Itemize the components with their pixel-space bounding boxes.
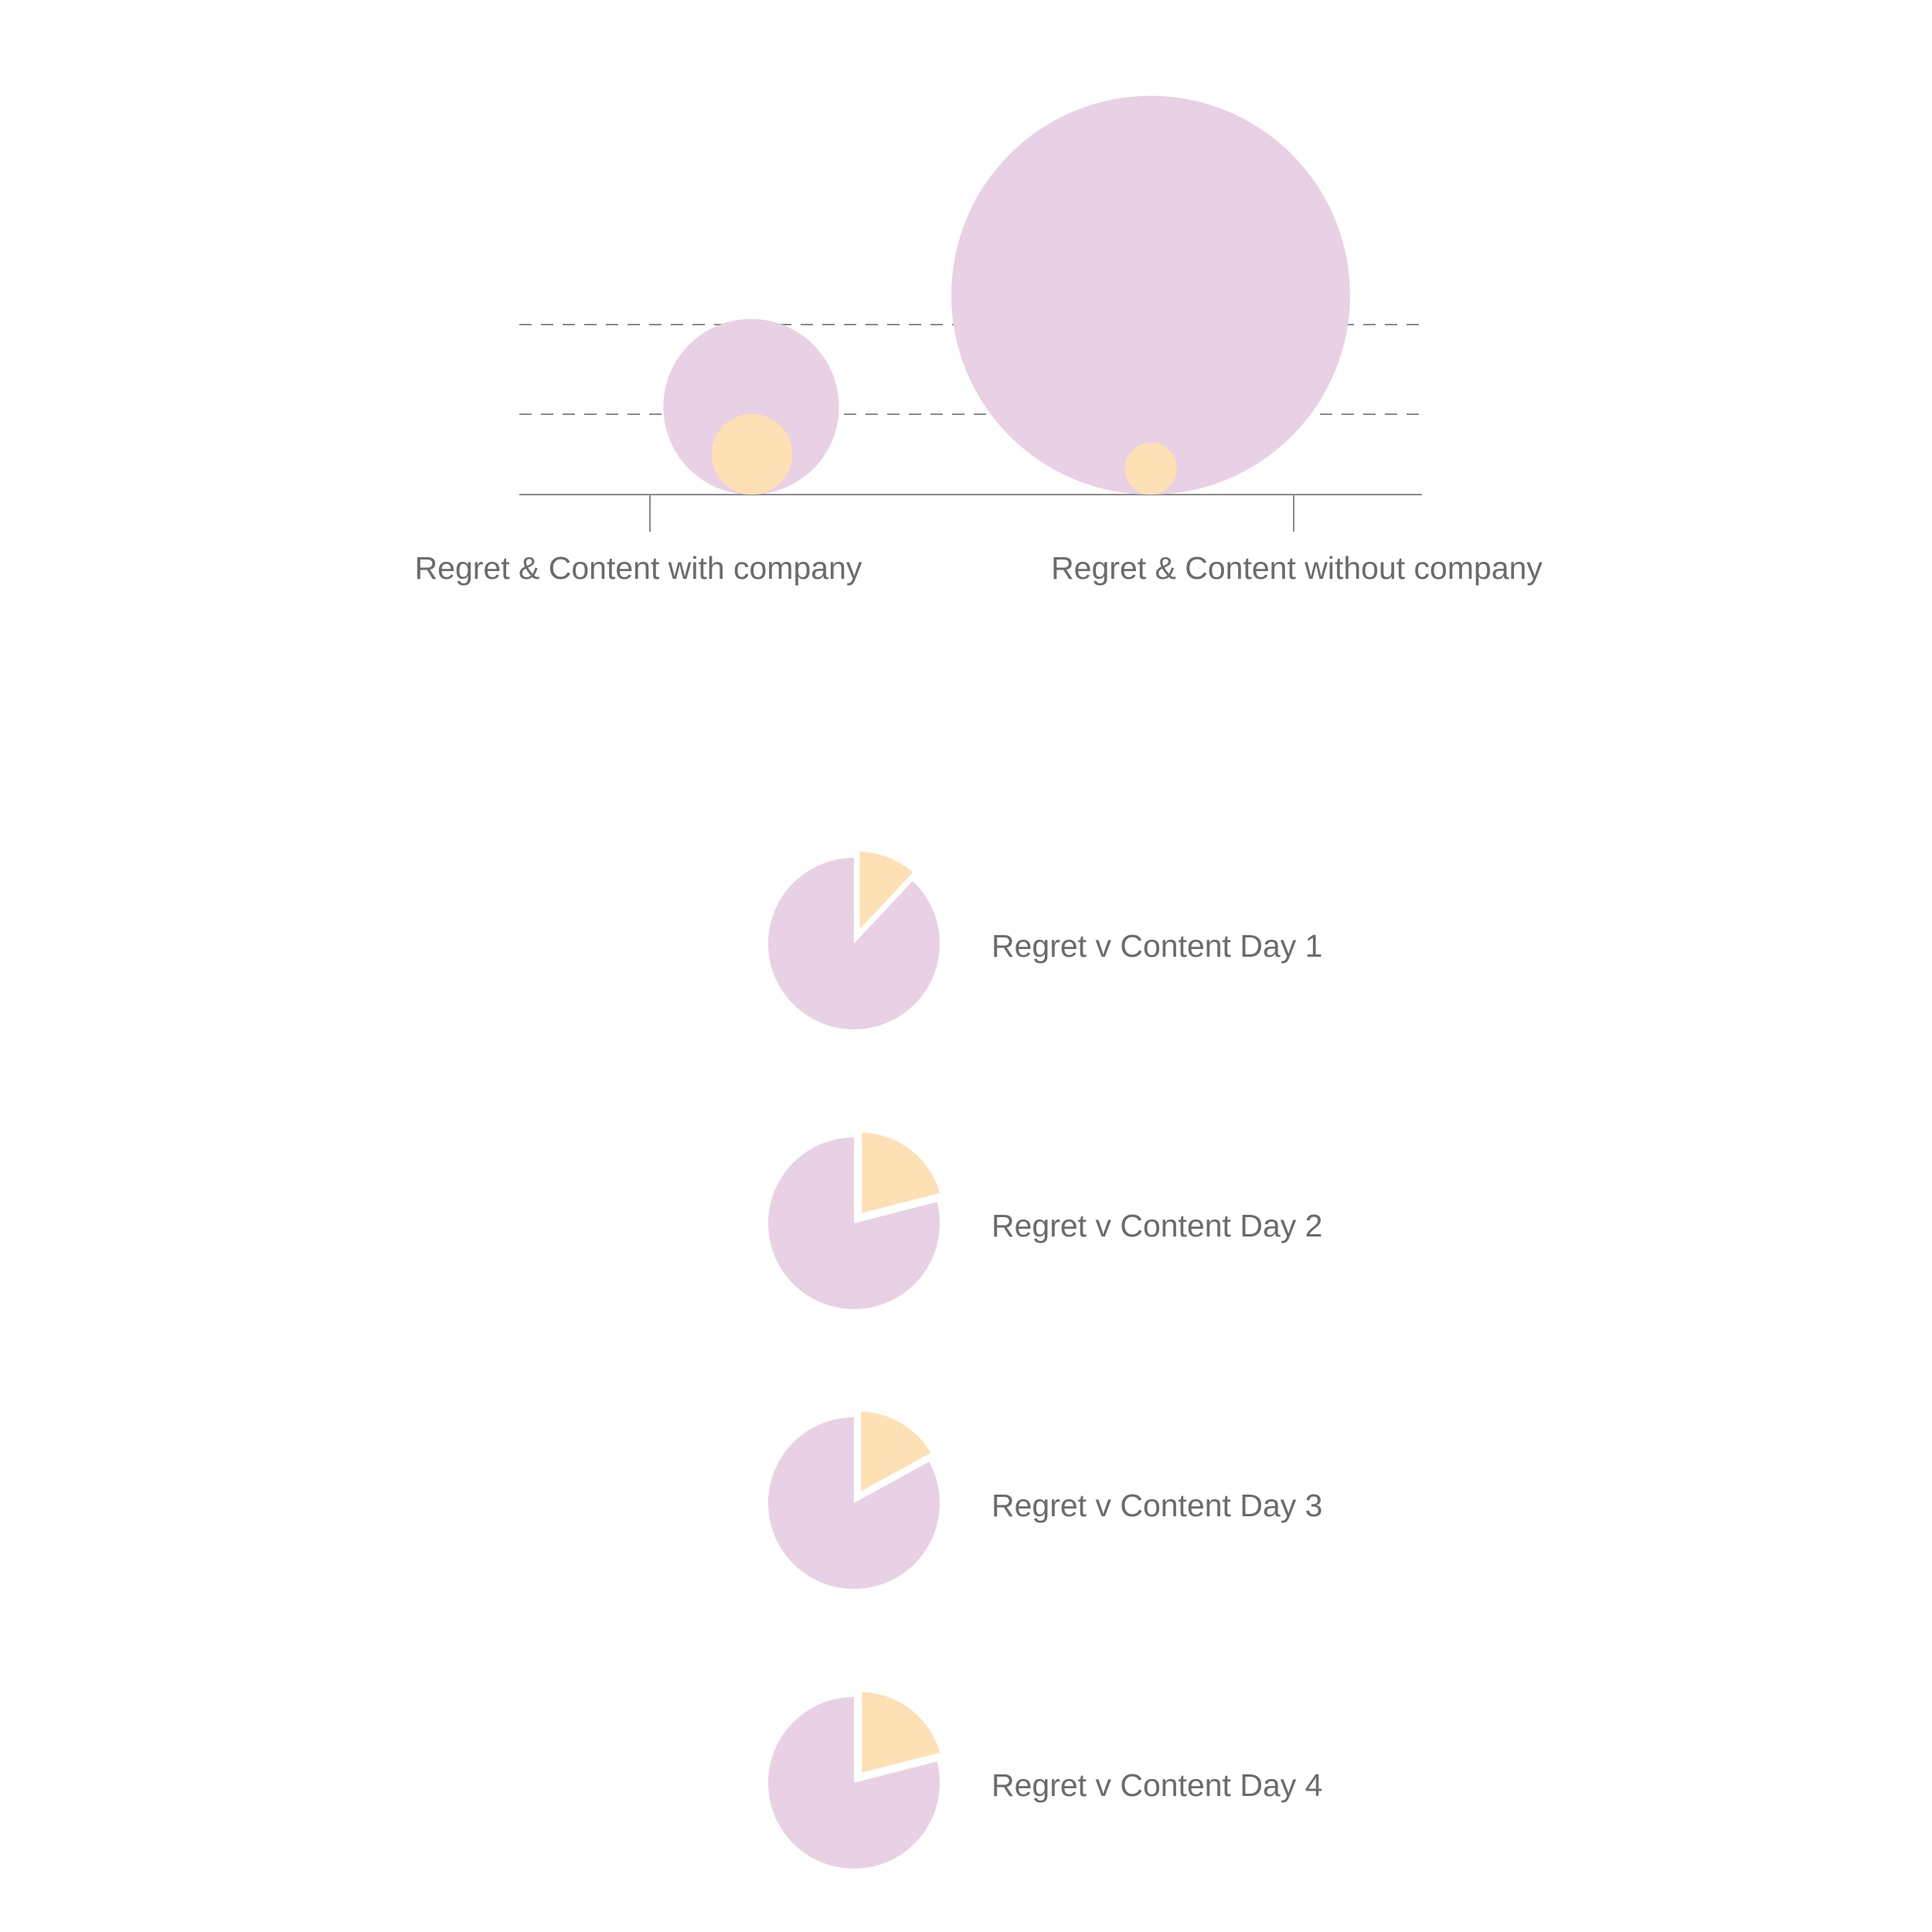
- pie-day-3: [768, 1406, 940, 1589]
- bubble-content-without-company: [1124, 442, 1177, 495]
- pie-slice-regret-day-1: [768, 858, 940, 1029]
- bubble-regret-with-company: [663, 318, 839, 495]
- pie-day-1: [768, 846, 940, 1029]
- pie-slice-content-day-3: [856, 1406, 937, 1499]
- bubble-marks: [663, 96, 1350, 495]
- bubble-chart: Regret & Content with company Regret & C…: [415, 96, 1543, 586]
- pie-day-2: [767, 1128, 946, 1310]
- pie-slice-regret-day-3: [768, 1417, 940, 1589]
- category-label-with-company: Regret & Content with company: [415, 550, 862, 586]
- pie-label-day-4: Regret v Content Day 4: [992, 1767, 1322, 1803]
- category-label-without-company: Regret & Content without company: [1051, 550, 1543, 586]
- pie-charts: Regret v Content Day 1 Regret v Content …: [767, 846, 1322, 1869]
- bubble-regret-without-company: [951, 96, 1350, 495]
- pie-label-day-2: Regret v Content Day 2: [992, 1208, 1322, 1243]
- pie-slice-regret-day-2: [767, 1138, 940, 1310]
- pie-day-4: [768, 1687, 946, 1869]
- pie-label-day-3: Regret v Content Day 3: [992, 1488, 1322, 1523]
- bubble-content-with-company: [711, 413, 793, 495]
- pie-slice-content-day-4: [857, 1687, 946, 1779]
- pie-slice-regret-day-4: [768, 1697, 940, 1869]
- pie-label-day-1: Regret v Content Day 1: [992, 928, 1322, 964]
- pie-slice-content-day-1: [855, 846, 920, 941]
- pie-slice-content-day-2: [857, 1128, 946, 1219]
